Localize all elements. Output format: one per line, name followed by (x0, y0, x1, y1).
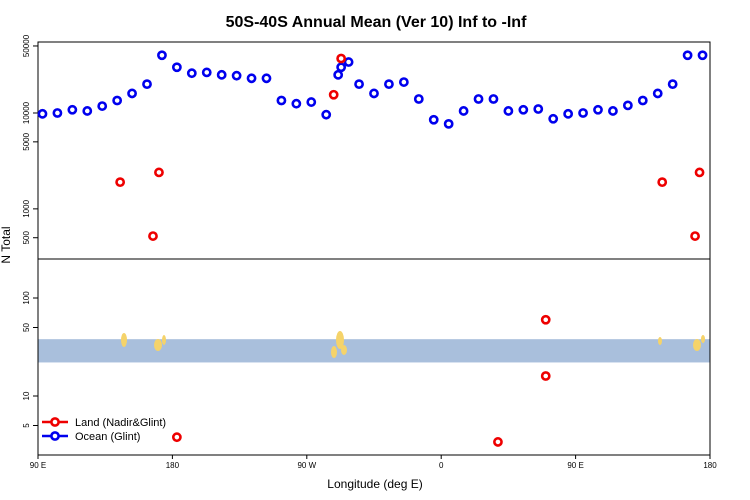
upper-y-tick-label-2: 5000 (22, 132, 31, 150)
land-shape-2 (162, 335, 166, 345)
point-land-lower-0 (171, 432, 182, 443)
point-land-lower-2 (540, 314, 551, 325)
point-ocean-upper-9 (171, 62, 182, 73)
point-ocean-upper-45 (682, 50, 693, 61)
chart-title: 50S-40S Annual Mean (Ver 10) Inf to -Inf (226, 14, 527, 31)
x-axis: 90 E 180 90 W 0 90 E 180 (30, 455, 717, 470)
x-tick-label-0: 90 E (30, 461, 46, 470)
point-ocean-upper-30 (458, 106, 469, 116)
upper-y-tick-label-0: 500 (22, 231, 31, 245)
point-ocean-upper-35 (533, 104, 544, 114)
point-ocean-upper-17 (291, 98, 302, 109)
point-land-upper-1 (148, 231, 158, 241)
point-ocean-upper-0 (37, 108, 48, 119)
point-ocean-upper-11 (201, 67, 212, 78)
point-ocean-upper-25 (384, 79, 394, 90)
point-ocean-upper-2 (67, 104, 78, 115)
land-shape-7 (693, 339, 701, 351)
upper-frame (37, 41, 711, 260)
point-ocean-upper-5 (112, 95, 123, 106)
x-tick-label-3: 0 (439, 461, 444, 470)
point-ocean-upper-8 (157, 50, 167, 61)
point-ocean-upper-24 (369, 88, 379, 99)
point-ocean-upper-37 (563, 108, 574, 119)
lower-panel: 5 10 50 100 (22, 258, 711, 456)
point-ocean-upper-16 (276, 95, 287, 106)
point-ocean-upper-15 (261, 73, 272, 84)
point-ocean-upper-33 (503, 106, 514, 116)
lower-y-tick-label-0: 5 (22, 423, 31, 428)
legend-marker-1 (50, 431, 60, 441)
point-land-upper-6 (690, 231, 700, 241)
point-ocean-upper-43 (652, 88, 663, 99)
point-ocean-upper-23 (354, 79, 364, 90)
point-ocean-upper-22 (343, 57, 354, 67)
x-tick-label-1: 180 (166, 461, 180, 470)
upper-panel: 500 1000 5000 10000 50000 (22, 34, 711, 260)
point-ocean-upper-20 (333, 69, 344, 80)
point-land-lower-3 (540, 371, 551, 381)
land-shape-6 (658, 337, 662, 345)
land-shape-1 (154, 339, 162, 351)
legend: Land (Nadir&Glint) Ocean (Glint) (42, 417, 166, 443)
point-land-lower-1 (493, 437, 503, 447)
point-ocean-upper-6 (127, 88, 137, 99)
point-ocean-upper-12 (216, 69, 227, 80)
point-ocean-upper-1 (52, 108, 63, 118)
land-band (38, 339, 710, 363)
legend-marker-0 (50, 417, 60, 427)
legend-label-1: Ocean (Glint) (75, 431, 140, 443)
point-ocean-upper-31 (473, 94, 484, 104)
lower-y-tick-label-2: 50 (22, 323, 31, 332)
land-shape-0 (121, 333, 127, 347)
point-ocean-upper-39 (593, 104, 603, 115)
point-ocean-upper-42 (637, 95, 648, 106)
point-ocean-upper-3 (82, 106, 93, 116)
point-ocean-upper-32 (488, 94, 499, 104)
point-ocean-upper-38 (578, 108, 588, 118)
point-land-upper-2 (154, 167, 164, 178)
upper-y-tick-label-1: 1000 (22, 199, 31, 217)
point-ocean-upper-46 (697, 50, 708, 61)
point-land-upper-0 (115, 177, 126, 188)
land-shape-8 (701, 335, 705, 343)
y-axis-label: N Total (0, 226, 13, 263)
upper-y-tick-label-3: 10000 (22, 101, 31, 124)
point-ocean-upper-36 (548, 113, 559, 124)
point-ocean-upper-41 (622, 100, 633, 111)
point-ocean-upper-26 (398, 77, 409, 87)
point-ocean-upper-44 (667, 79, 678, 90)
lower-y-tick-label-1: 10 (22, 391, 31, 400)
land-shape-3 (336, 331, 344, 349)
land-shape-4 (331, 346, 337, 358)
point-ocean-upper-7 (142, 79, 152, 90)
x-tick-label-2: 90 W (297, 461, 316, 470)
x-tick-label-5: 180 (703, 461, 717, 470)
lower-y-tick-label-3: 100 (22, 291, 31, 305)
point-ocean-upper-13 (231, 70, 242, 81)
point-land-upper-5 (657, 177, 668, 188)
point-land-upper-3 (328, 89, 339, 100)
point-ocean-upper-40 (608, 106, 618, 116)
point-ocean-upper-14 (246, 73, 257, 84)
point-ocean-upper-21 (336, 62, 347, 73)
point-ocean-upper-4 (97, 101, 108, 111)
point-ocean-upper-18 (306, 97, 317, 107)
point-ocean-upper-10 (186, 68, 197, 79)
point-land-upper-7 (694, 167, 705, 178)
point-ocean-upper-27 (413, 94, 424, 104)
point-ocean-upper-29 (443, 118, 454, 129)
land-shape-5 (341, 345, 347, 355)
point-land-upper-4 (336, 53, 347, 64)
upper-y-tick-label-4: 50000 (22, 34, 31, 57)
legend-label-0: Land (Nadir&Glint) (75, 417, 166, 429)
point-ocean-upper-28 (428, 114, 439, 125)
point-ocean-upper-19 (321, 109, 332, 120)
point-ocean-upper-34 (518, 104, 529, 115)
lower-frame (37, 258, 711, 456)
x-axis-label: Longitude (deg E) (327, 477, 422, 491)
x-tick-label-4: 90 E (567, 461, 583, 470)
